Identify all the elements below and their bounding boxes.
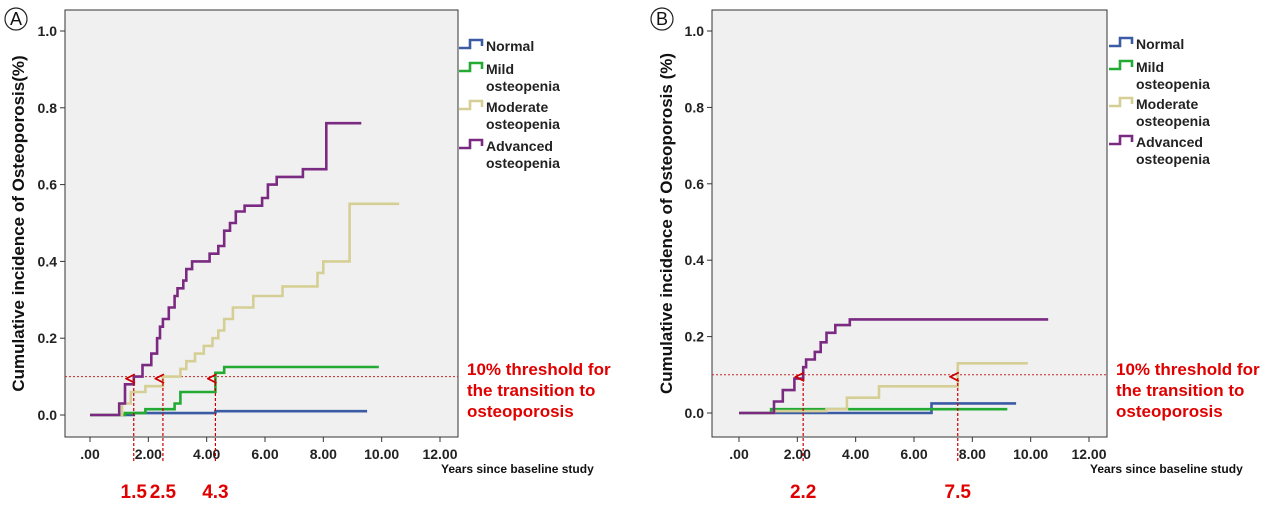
y-tick-label: 1.0 — [38, 23, 58, 39]
legend-label: Moderate — [486, 99, 548, 115]
panel-label-circle — [650, 7, 674, 31]
threshold-label: the transition to — [467, 381, 595, 400]
x-tick-label: 8.00 — [310, 446, 337, 462]
y-tick-label: 0.6 — [38, 177, 58, 193]
series-line-0 — [90, 409, 368, 417]
legend-label: Normal — [486, 38, 534, 54]
plot-area — [64, 9, 459, 438]
x-tick-label: .00 — [729, 446, 749, 462]
threshold-label: the transition to — [1116, 381, 1244, 400]
x-tick-label: 10.00 — [364, 446, 399, 462]
x-axis-title: Years since baseline study — [1090, 462, 1243, 476]
x-tick-label: 6.00 — [251, 446, 278, 462]
legend-symbol — [459, 38, 484, 50]
threshold-label: 10% threshold for — [467, 360, 611, 379]
legend-label: Advanced — [486, 138, 553, 154]
series-line-3 — [90, 121, 362, 417]
y-tick-label: 0.0 — [685, 405, 705, 421]
annotation-label: 1.5 — [121, 482, 148, 503]
y-tick-label: 0.2 — [38, 330, 58, 346]
y-axis-title: Cumulative incidence of Osteoporosis (%) — [657, 53, 676, 394]
legend-label: Normal — [1136, 36, 1184, 52]
y-tick-label: 0.8 — [685, 99, 705, 115]
legend-label: osteopenia — [486, 78, 560, 94]
y-tick-label: 0.4 — [38, 253, 58, 269]
threshold-label: osteoporosis — [1116, 402, 1223, 421]
legend-label: Moderate — [1136, 96, 1198, 112]
y-axis-title: Cumulative incidence of Osteoporosis(%) — [9, 55, 28, 391]
x-tick-label: 4.00 — [193, 446, 220, 462]
y-tick-label: 0.8 — [38, 100, 58, 116]
annotation-label: 4.3 — [202, 482, 228, 503]
y-tick-label: 1.0 — [685, 23, 705, 39]
annotation-label: 2.5 — [150, 482, 177, 503]
x-tick-label: 12.00 — [422, 446, 457, 462]
panel-label: B — [656, 9, 668, 29]
x-tick-label: 10.00 — [1013, 446, 1048, 462]
annotation-label: 2.2 — [790, 482, 816, 503]
y-tick-label: 0.6 — [685, 176, 705, 192]
x-tick-label: 6.00 — [900, 446, 927, 462]
x-tick-label: 8.00 — [959, 446, 986, 462]
x-tick-label: 2.00 — [135, 446, 162, 462]
x-tick-label: 2.00 — [784, 446, 811, 462]
legend-label: osteopenia — [1136, 113, 1210, 129]
legend-label: osteopenia — [486, 116, 560, 132]
x-axis-title: Years since baseline study — [441, 462, 594, 476]
legend-symbol — [1109, 59, 1134, 71]
legend-symbol — [1109, 36, 1134, 48]
threshold-label: 10% threshold for — [1116, 360, 1260, 379]
series-line-3 — [739, 318, 1049, 415]
annotation-label: 7.5 — [945, 482, 972, 503]
series-line-1 — [90, 365, 379, 417]
series-line-0 — [739, 402, 1017, 415]
y-tick-label: 0.4 — [685, 252, 705, 268]
x-tick-label: 4.00 — [842, 446, 869, 462]
threshold-label: osteoporosis — [467, 402, 574, 421]
y-tick-label: 0.2 — [685, 329, 705, 345]
legend-symbol — [1109, 96, 1134, 108]
legend-label: osteopenia — [1136, 151, 1210, 167]
legend-label: Advanced — [1136, 134, 1203, 150]
panel-label: A — [10, 9, 22, 29]
y-tick-label: 0.0 — [38, 407, 58, 423]
legend-symbol — [459, 138, 484, 150]
legend-symbol — [459, 99, 484, 111]
legend-symbol — [1109, 134, 1134, 146]
panel-a: A 0.0 0.2 0.4 0.6 0.8 1.0 .00 2.00 4.00 6.00 8.00 10… — [4, 7, 611, 503]
plot-area — [711, 9, 1108, 438]
panel-b: B 0.0 0.2 0.4 0.6 0.8 1.0 .00 2.00 4.00 6.00 8.00 10… — [650, 7, 1260, 503]
legend-label: Mild — [1136, 59, 1164, 75]
legend-symbol — [459, 61, 484, 73]
legend-label: osteopenia — [1136, 76, 1210, 92]
series-line-2 — [90, 202, 400, 417]
legend-label: osteopenia — [486, 155, 560, 171]
x-tick-label: .00 — [80, 446, 100, 462]
legend-label: Mild — [486, 61, 514, 77]
x-tick-label: 12.00 — [1071, 446, 1106, 462]
panel-label-circle — [4, 7, 28, 31]
